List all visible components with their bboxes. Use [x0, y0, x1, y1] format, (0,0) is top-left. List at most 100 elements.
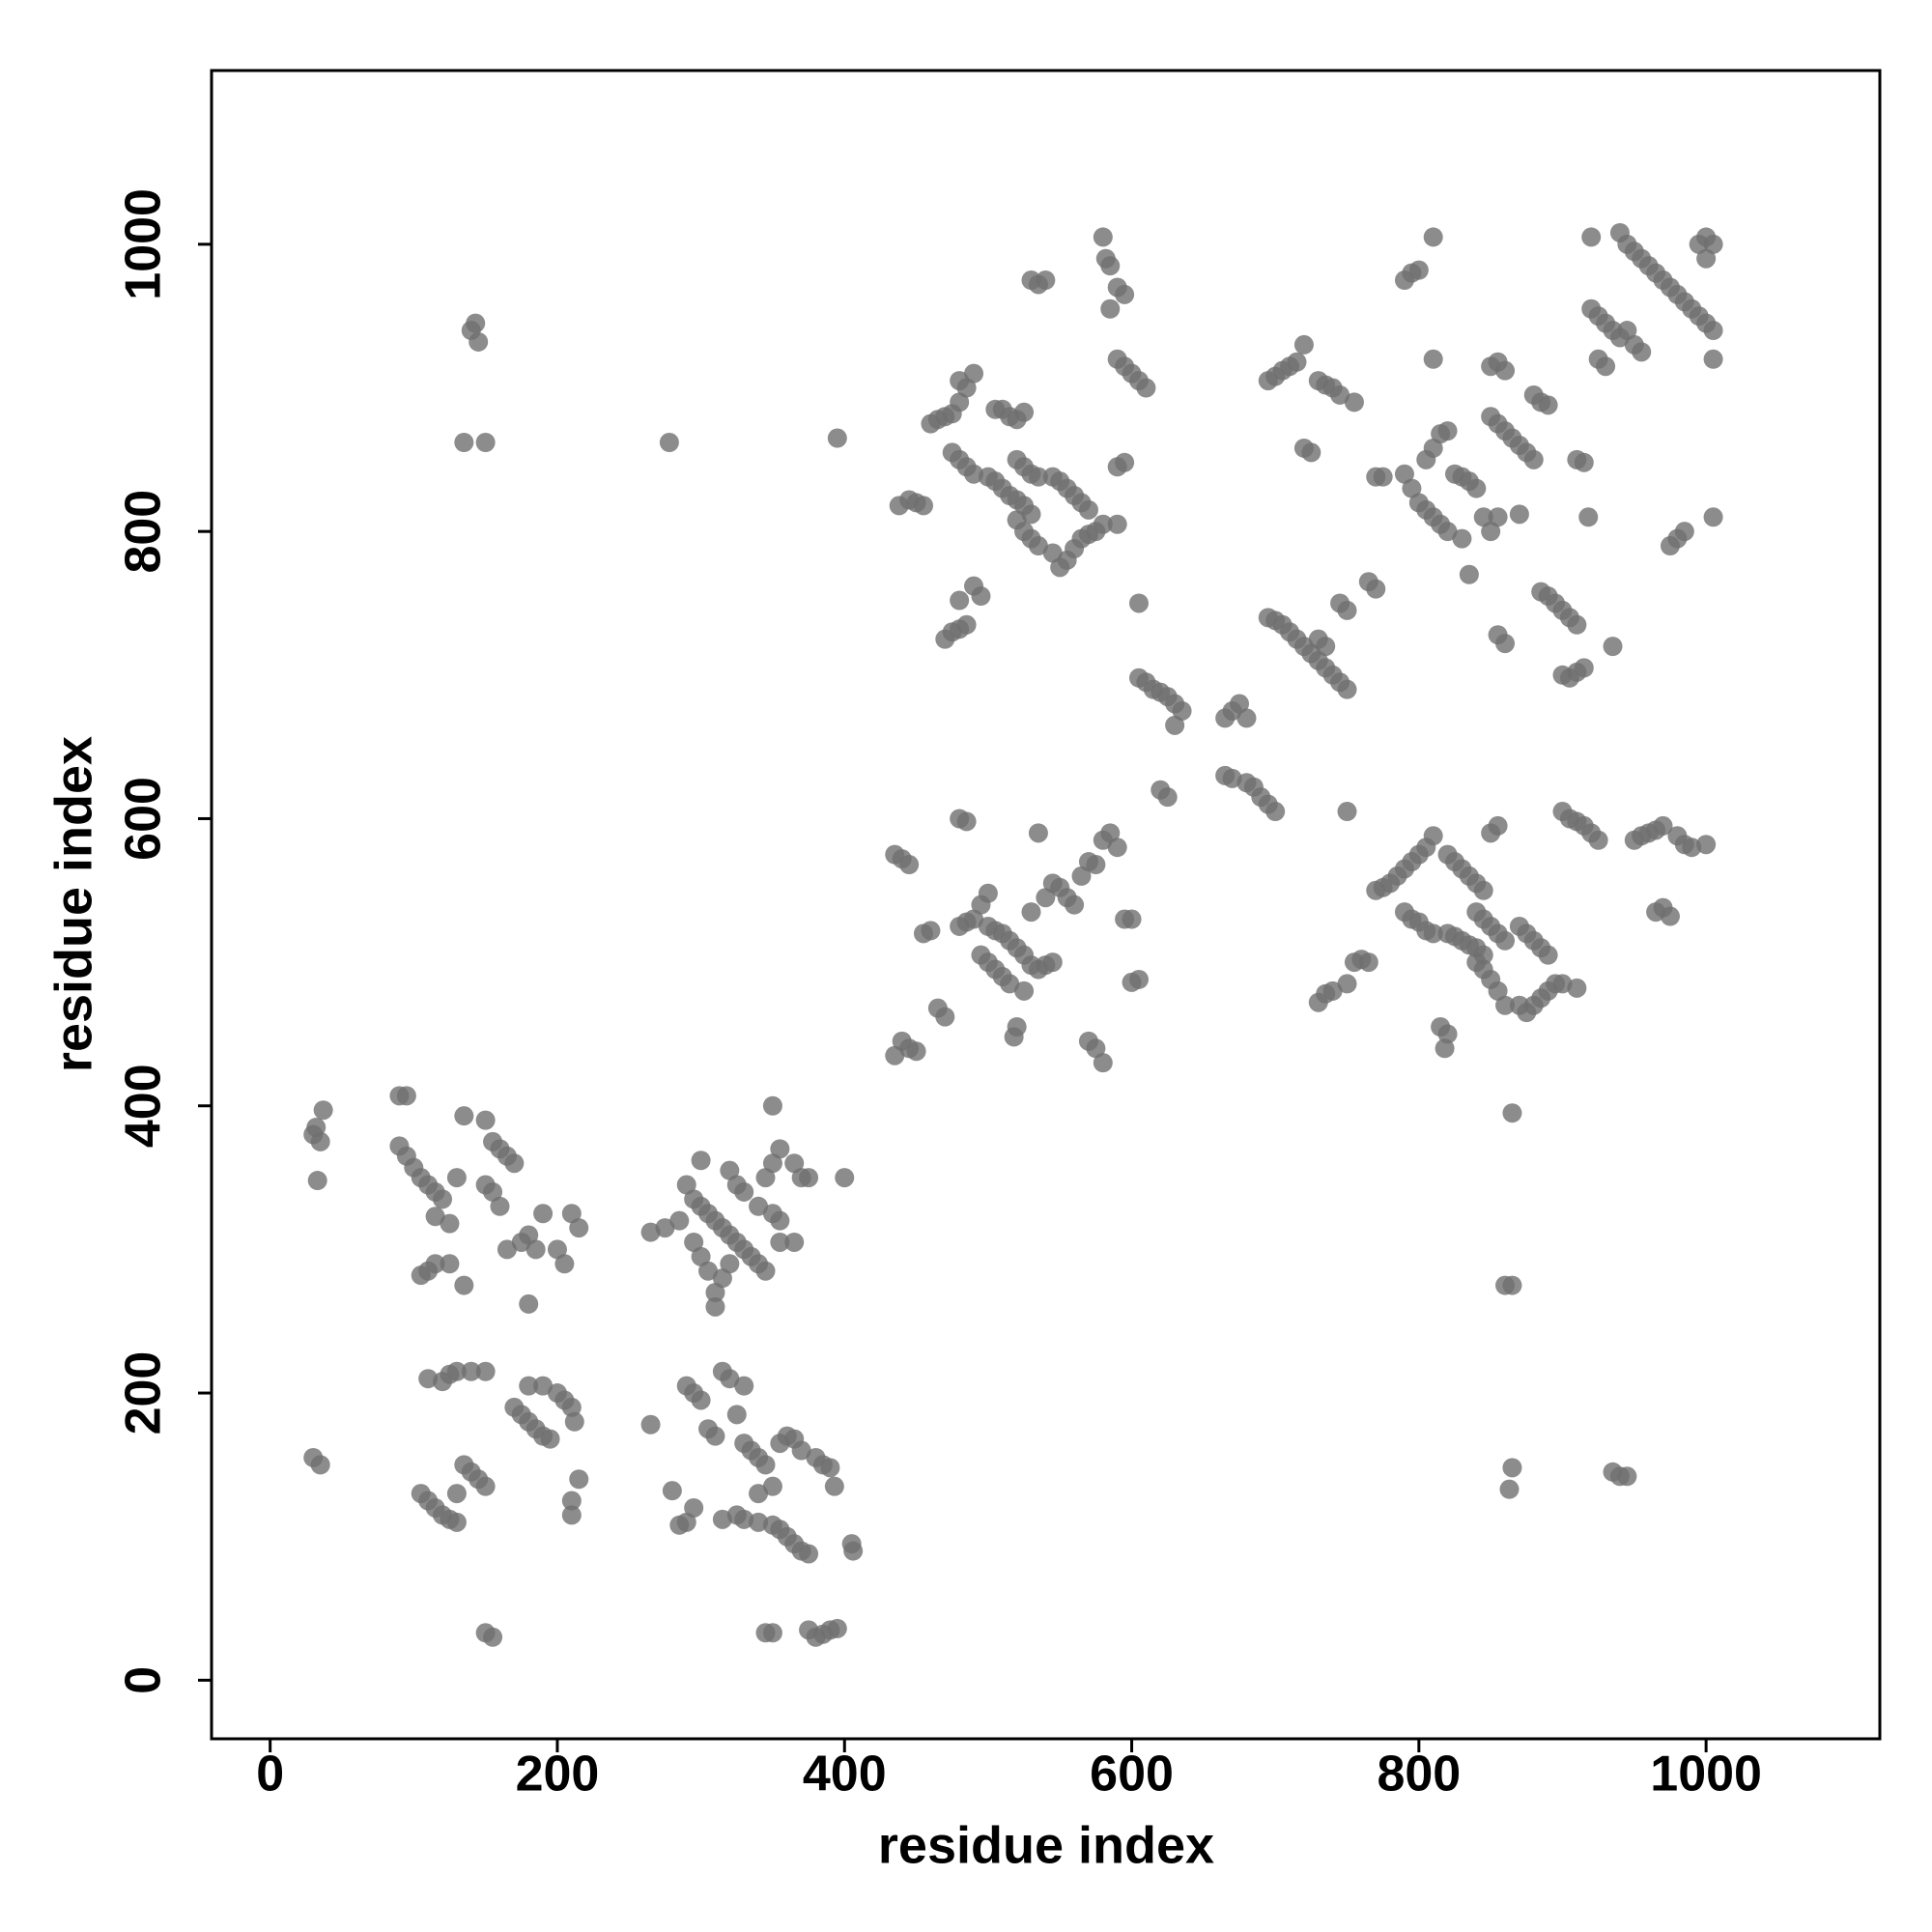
- y-tick-label: 400: [116, 1064, 172, 1148]
- point: [1495, 360, 1516, 381]
- point: [454, 1275, 474, 1295]
- point: [483, 1181, 503, 1202]
- point: [698, 1261, 719, 1281]
- point: [307, 1171, 327, 1191]
- point: [950, 590, 970, 611]
- point: [1703, 234, 1723, 254]
- point: [712, 1268, 732, 1289]
- point: [1100, 823, 1121, 843]
- point: [906, 1041, 926, 1062]
- point: [1093, 227, 1113, 247]
- point: [659, 433, 679, 452]
- point: [475, 1476, 496, 1496]
- point: [749, 1484, 769, 1504]
- point: [1316, 637, 1336, 657]
- point: [533, 1204, 554, 1224]
- point: [1617, 1466, 1637, 1487]
- point: [1373, 467, 1393, 487]
- point: [1122, 972, 1142, 992]
- point: [770, 1210, 790, 1231]
- point: [835, 1168, 855, 1188]
- point: [684, 1232, 704, 1252]
- point: [1337, 679, 1357, 699]
- point: [1107, 838, 1127, 858]
- point: [475, 1361, 496, 1381]
- point: [1617, 321, 1637, 341]
- point: [978, 883, 998, 903]
- point: [691, 1151, 711, 1171]
- point: [1682, 838, 1702, 858]
- point: [547, 1239, 567, 1260]
- point: [454, 1106, 474, 1126]
- point: [885, 1045, 905, 1065]
- point: [705, 1426, 725, 1446]
- point: [1122, 909, 1142, 929]
- point: [418, 1369, 439, 1389]
- point: [964, 363, 984, 384]
- point: [1523, 449, 1544, 469]
- point: [561, 1397, 582, 1417]
- point: [1402, 478, 1422, 498]
- point: [1437, 421, 1458, 441]
- point: [1115, 284, 1135, 304]
- point: [533, 1376, 554, 1396]
- point: [824, 1476, 844, 1496]
- point: [935, 1007, 955, 1027]
- point: [720, 1160, 740, 1180]
- point: [490, 1196, 510, 1216]
- point: [313, 1100, 333, 1121]
- point: [950, 392, 970, 412]
- point: [799, 1544, 819, 1564]
- point: [1653, 815, 1673, 836]
- point: [1423, 826, 1443, 846]
- point: [425, 1207, 445, 1227]
- point: [1435, 1038, 1455, 1059]
- point: [1523, 384, 1544, 405]
- point: [1004, 1027, 1024, 1047]
- point: [691, 1390, 711, 1410]
- point: [1078, 499, 1098, 520]
- point: [446, 1168, 467, 1188]
- point: [1301, 442, 1321, 463]
- point: [755, 1261, 776, 1281]
- point: [1466, 478, 1487, 498]
- point: [1495, 995, 1516, 1015]
- point: [755, 1455, 776, 1475]
- point: [1502, 1103, 1522, 1123]
- point: [843, 1541, 864, 1561]
- point: [1100, 298, 1121, 319]
- point: [1337, 974, 1357, 994]
- point: [1337, 600, 1357, 620]
- point: [1567, 614, 1587, 635]
- point: [1366, 579, 1386, 599]
- point: [1337, 802, 1357, 822]
- point: [1014, 402, 1035, 422]
- point: [1488, 980, 1508, 1001]
- point: [569, 1469, 589, 1490]
- point: [1014, 980, 1035, 1001]
- point: [1578, 507, 1599, 527]
- point: [1128, 593, 1149, 613]
- point: [1495, 634, 1516, 654]
- point: [1086, 855, 1106, 875]
- point: [396, 1086, 416, 1106]
- point: [1603, 637, 1623, 657]
- point: [820, 1458, 840, 1478]
- point: [1502, 1458, 1522, 1478]
- point: [662, 1481, 682, 1501]
- point: [1567, 978, 1587, 998]
- point: [1086, 1038, 1106, 1059]
- point: [799, 1168, 819, 1188]
- point: [734, 1509, 754, 1529]
- point: [784, 1153, 805, 1174]
- point: [1488, 815, 1508, 836]
- point: [971, 586, 991, 607]
- point: [964, 909, 984, 929]
- x-axis-title: residue index: [878, 1816, 1214, 1874]
- point: [1696, 835, 1717, 855]
- point: [1165, 715, 1185, 735]
- point: [433, 1189, 453, 1209]
- point: [705, 1283, 725, 1302]
- point: [827, 428, 847, 448]
